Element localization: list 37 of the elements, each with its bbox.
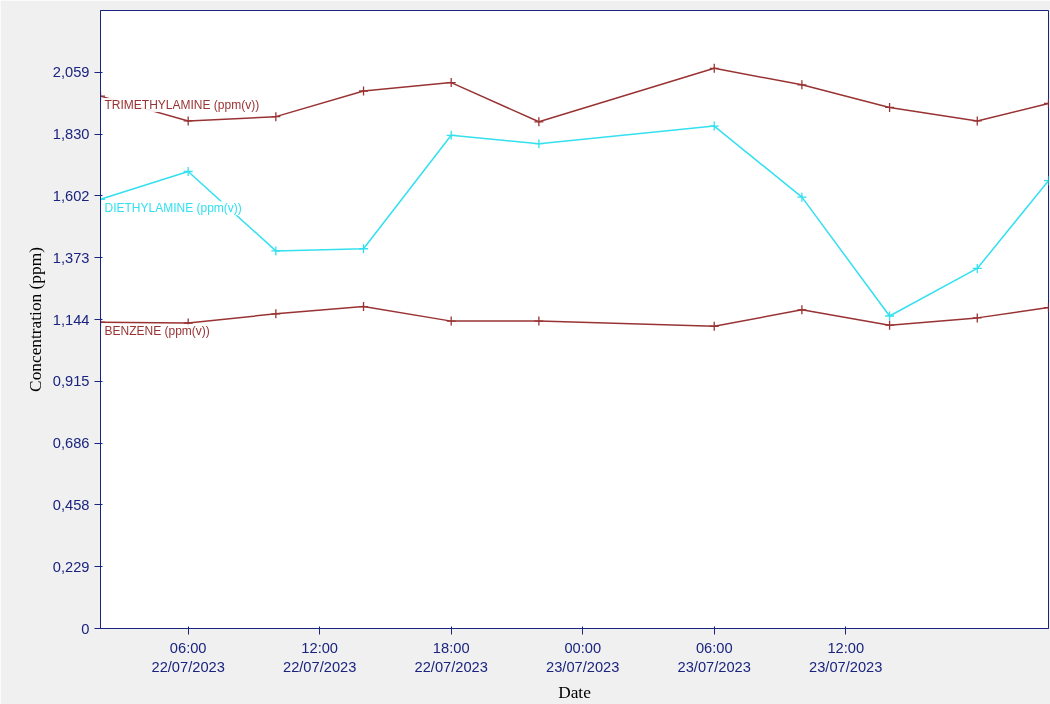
x-tick-label: 12:00 23/07/2023 [809,639,883,675]
point [446,315,457,327]
series-label: TRIMETHYLAMINE (ppm(v)) [104,98,260,113]
x-tick-label: 00:00 23/07/2023 [546,639,620,675]
y-tick-label: 0 [81,620,90,637]
point [358,85,369,97]
x-tick-label: 06:00 23/07/2023 [677,639,751,675]
point [270,308,281,319]
point [183,115,194,127]
x-tick-label: 18:00 22/07/2023 [414,639,488,675]
point [796,304,808,315]
point [972,115,983,127]
point [796,191,808,203]
series-label: DIETHYLAMINE (ppm(v)) [104,201,242,216]
y-tick-label: 0,915 [52,373,90,390]
point [709,120,720,132]
y-tick-label: 1,144 [52,311,90,328]
y-tick-label: 0,458 [52,496,90,513]
y-tick-label: 1,373 [52,249,90,266]
point [796,79,808,90]
series-label: BENZENE (ppm(v)) [104,324,210,339]
y-tick-label: 1,602 [52,187,90,204]
x-tick-label: 12:00 22/07/2023 [283,639,357,675]
point [270,111,281,122]
point [533,116,545,127]
y-tick-label: 0,686 [52,435,90,452]
point [533,138,545,149]
x-axis-title: Date [558,682,592,702]
point [972,312,983,324]
x-tick-label: 06:00 22/07/2023 [151,639,225,675]
y-axis-title: Concentration (ppm) [25,246,45,392]
point [270,245,281,257]
y-tick-label: 0,229 [52,558,90,575]
y-tick-label: 1,830 [52,126,90,143]
point [884,310,895,322]
y-tick-label: 2,059 [52,64,90,81]
point [533,315,545,327]
